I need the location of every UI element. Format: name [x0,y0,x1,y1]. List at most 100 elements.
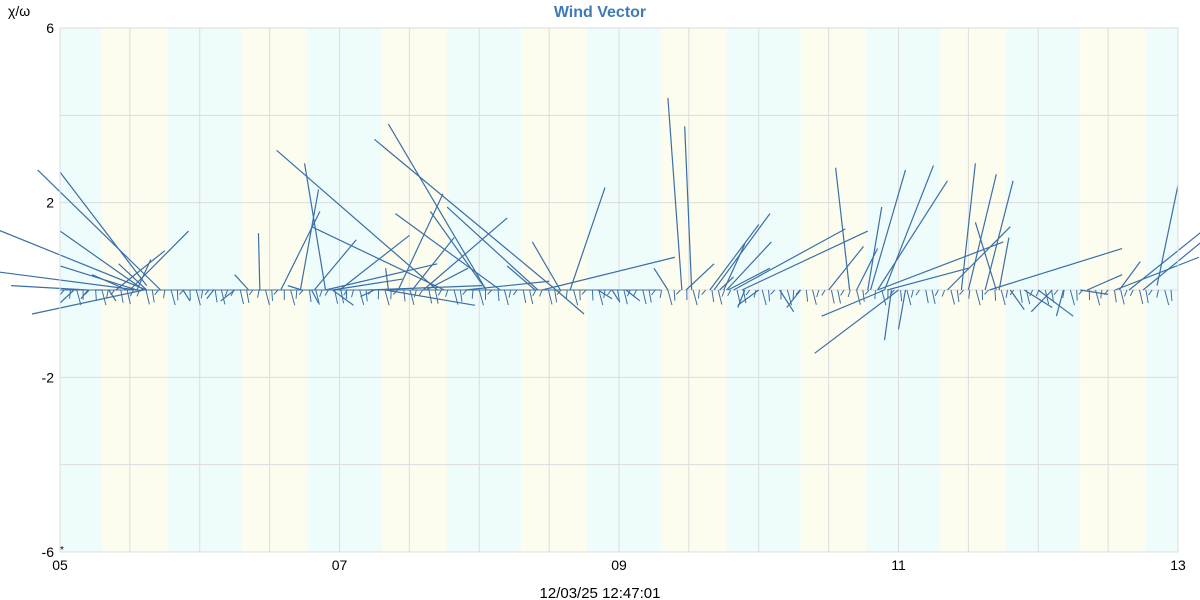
wind-vector [1030,289,1053,313]
wind-vector-tick [418,289,424,296]
wind-vector-tick [220,289,226,305]
wind-vector-tick [1051,289,1055,303]
wind-vector-tick [1139,289,1144,305]
wind-vector-tick [1123,289,1128,297]
wind-vector-tick [246,289,250,303]
wind-vector-tick [76,289,82,306]
wind-vector-tick [1100,289,1103,299]
x-tick-label: 11 [891,557,906,573]
wind-vector [897,289,907,330]
wind-vector-tick [1029,289,1034,297]
wind-vector [332,278,403,291]
wind-vector [974,222,997,291]
wind-vector-tick [529,289,534,305]
wind-vector-tick [324,289,329,296]
wind-vector-tick [413,289,417,298]
wind-vector-tick [1095,289,1101,306]
wind-vector-tick [428,289,433,304]
wind-vector-tick [1005,289,1008,299]
wind-vector-tick [910,289,914,298]
wind-vector [425,267,469,291]
wind-vector-tick [742,289,747,304]
wind-vector-tick [667,289,673,306]
wind-vector-tick [1053,289,1059,296]
wind-vector-tick [651,289,656,296]
wind-vector [828,245,865,291]
wind-vector-tick [633,289,637,297]
wind-vector-tick [1076,289,1078,301]
wind-vector-tick [248,289,254,296]
wind-vector-tick [239,289,244,305]
wind-vector-tick [659,289,663,298]
wind-vector-tick [889,289,895,295]
wind-vector [118,263,148,291]
y-tick-label: -2 [42,369,55,385]
wind-vector-tick [129,289,134,297]
wind-vector-tick [984,289,990,295]
wind-vector [422,217,508,291]
chart-title: Wind Vector [554,4,646,21]
wind-vector-tick [626,289,631,297]
wind-vector [869,169,907,291]
wind-vector [1023,289,1053,308]
wind-vector [287,285,302,291]
y-tick-label: 2 [46,195,54,211]
wind-vector [385,268,390,291]
wind-vector-tick [195,289,201,306]
wind-vector-tick [721,289,725,297]
wind-vector [31,289,144,315]
wind-vector-tick [1019,289,1023,303]
wind-vector-tick [675,289,681,295]
wind-vector-tick [384,289,390,306]
wind-vector-tick [975,289,981,306]
wind-vector-tick [126,289,131,305]
wind-vector-tick [95,289,97,301]
wind-vector [59,289,75,304]
wind-vector [411,237,455,291]
wind-vector [569,187,606,291]
wind-vector-tick [598,289,604,306]
plot-frame [59,27,1179,553]
wind-vector-tick [290,289,296,306]
wind-vector-tick [532,289,537,297]
wind-vector-tick [874,289,876,300]
wind-vector [733,228,846,291]
wind-vector-tick [365,289,368,302]
wind-vector-tick [816,289,820,298]
wind-vector [374,138,557,291]
wind-vector [877,241,1004,291]
wind-vector-tick [840,289,845,296]
wind-vector [506,265,536,291]
wind-vector-tick [154,289,159,296]
wind-vector-tick [934,289,939,296]
wind-vector-tick [230,289,235,297]
wind-vector-tick [1062,289,1065,299]
wind-vector [339,234,410,291]
wind-vector-tick [931,289,936,304]
wind-vector-tick [745,289,751,296]
wind-vector [395,213,501,291]
wind-vector-tick [673,289,676,301]
wind-vector-tick [264,289,270,306]
wind-vector [835,167,851,291]
wind-vector-tick [340,289,345,304]
wind-vector-tick [136,289,141,297]
wind-vector [713,213,771,291]
wind-vector-tick [539,289,543,297]
wind-vector-tick [786,289,793,306]
wind-vector-tick [459,289,463,302]
wind-vector-tick [864,289,870,295]
wind-vector [1118,261,1141,291]
wind-vector [136,259,152,291]
y-tick-label: -6 [42,544,55,560]
wind-vector [1080,289,1109,295]
wind-vector [1037,289,1074,317]
wind-vector-tick [1044,289,1050,305]
wind-vector [821,289,885,317]
wind-vector-tick [403,289,406,302]
wind-vector-tick [437,289,442,296]
wind-vector-tick [994,289,997,301]
wind-vector-tick [351,289,354,298]
wind-vector [1086,274,1123,291]
wind-vector-tick [200,289,204,299]
